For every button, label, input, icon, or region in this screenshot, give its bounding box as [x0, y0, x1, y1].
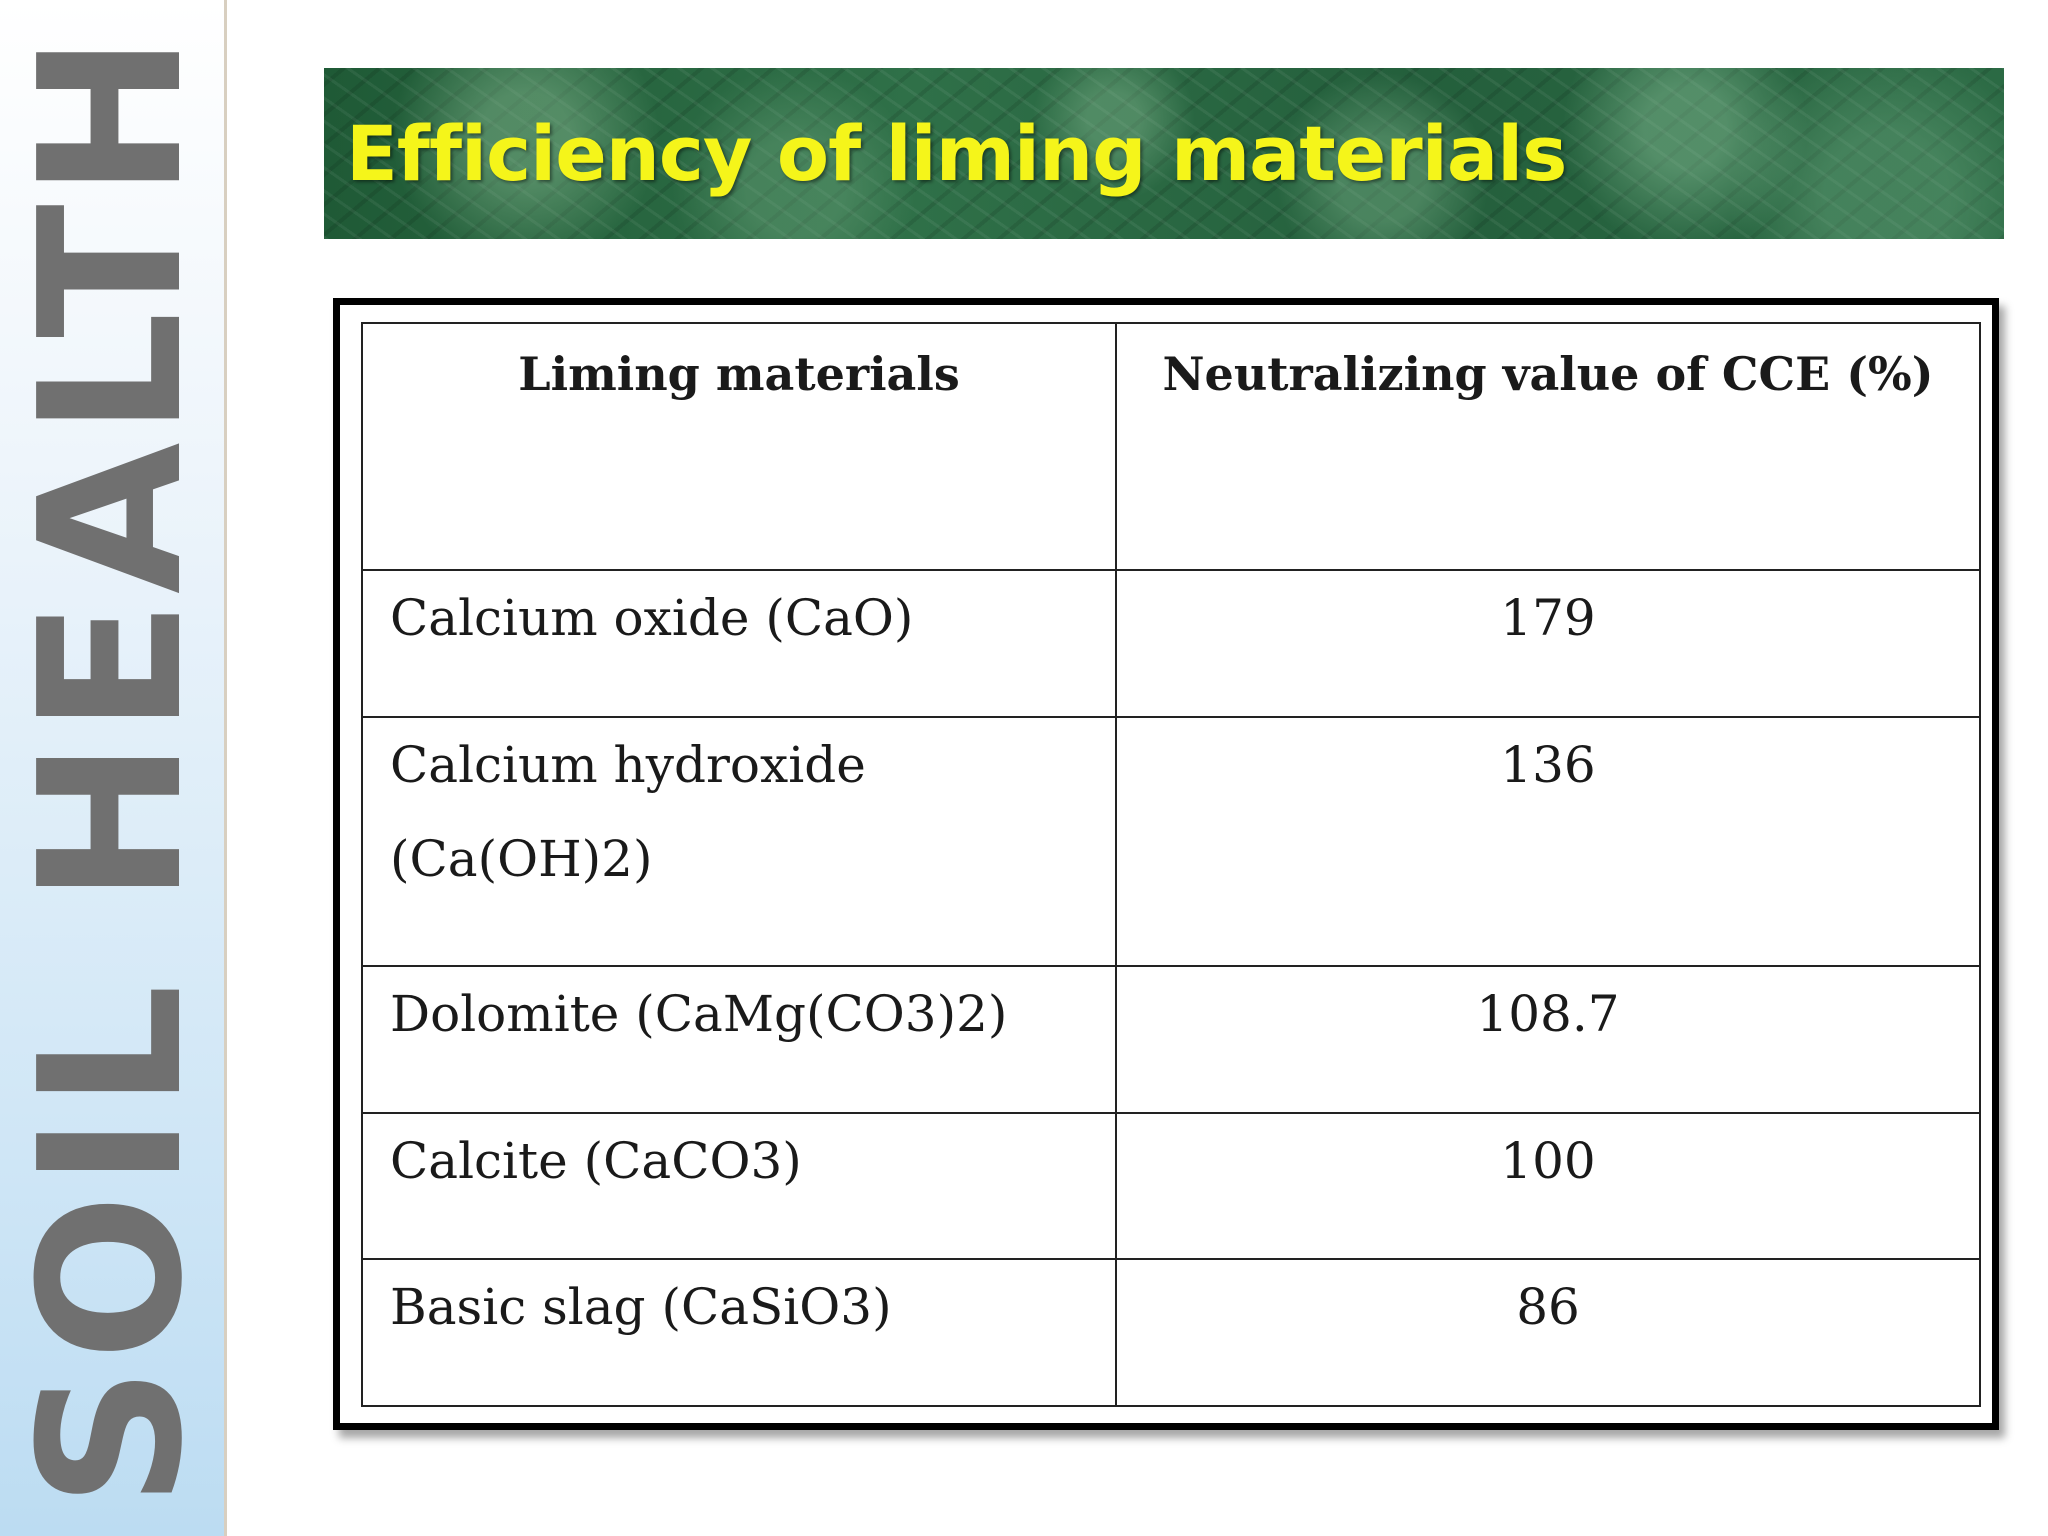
sidebar-brand-text: SOIL HEALTH [0, 28, 226, 1508]
sidebar-strip: SOIL HEALTH [0, 0, 227, 1536]
table-row: Basic slag (CaSiO3) 86 [361, 1258, 1981, 1407]
value-cell: 108.7 [1115, 964, 1981, 1114]
value-cell: 179 [1115, 569, 1981, 718]
material-cell: Basic slag (CaSiO3) [361, 1258, 1117, 1407]
value-cell: 86 [1115, 1258, 1981, 1407]
sidebar-divider [224, 0, 227, 1536]
title-banner: Efficiency of liming materials [324, 68, 2004, 239]
material-cell: Calcium hydroxide (Ca(OH)2) [361, 715, 1117, 967]
table-frame: Liming materials Neutralizing value of C… [333, 298, 1999, 1430]
table-row: Calcium oxide (CaO) 179 [361, 569, 1981, 718]
table-header-row: Liming materials Neutralizing value of C… [361, 322, 1981, 571]
material-cell: Calcium oxide (CaO) [361, 569, 1117, 718]
table-row: Calcite (CaCO3) 100 [361, 1111, 1981, 1261]
table-row: Dolomite (CaMg(CO3)2) 108.7 [361, 964, 1981, 1114]
table-row: Calcium hydroxide (Ca(OH)2) 136 [361, 715, 1981, 967]
value-cell: 100 [1115, 1111, 1981, 1261]
material-cell: Dolomite (CaMg(CO3)2) [361, 964, 1117, 1114]
liming-materials-table: Liming materials Neutralizing value of C… [361, 322, 1981, 1407]
value-cell: 136 [1115, 715, 1981, 967]
column-header-material: Liming materials [361, 322, 1117, 571]
column-header-neutralizing-value: Neutralizing value of CCE (%) [1115, 322, 1981, 571]
material-cell: Calcite (CaCO3) [361, 1111, 1117, 1261]
page-title: Efficiency of liming materials [346, 109, 1567, 198]
